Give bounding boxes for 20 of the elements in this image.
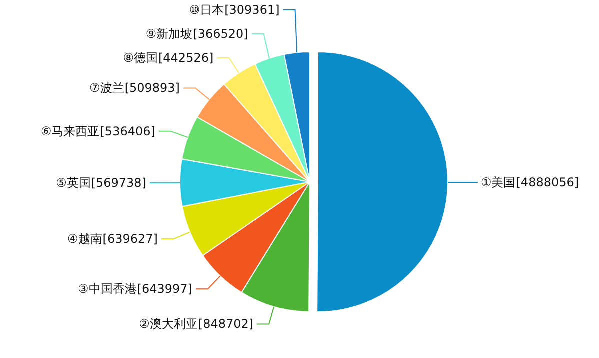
slice-label: ③中国香港 xyxy=(78,282,137,296)
slice-label: ①美国 xyxy=(481,176,516,190)
data-label: [442526] xyxy=(158,51,214,66)
data-label: [536406] xyxy=(100,124,156,138)
data-label: [643997] xyxy=(137,282,192,296)
data-label: [569738] xyxy=(91,176,147,190)
data-label: [309361] xyxy=(224,3,280,18)
data-label: [639627] xyxy=(102,232,158,246)
slice-label: ⑧德国 xyxy=(123,51,158,66)
slice-label: ⑥马来西亚 xyxy=(40,124,100,138)
slice-label: ⑦波兰 xyxy=(90,81,124,96)
slice-label: ⑤英国 xyxy=(56,176,91,190)
slice-label: ⑩日本 xyxy=(189,3,224,18)
slice-label: ⑨新加坡 xyxy=(146,27,193,42)
slice-label: ②澳大利亚 xyxy=(139,317,198,332)
data-label: [848702] xyxy=(198,317,254,332)
slice-label: ④越南 xyxy=(68,232,102,246)
data-label: [4888056] xyxy=(516,176,580,190)
data-label: [509893] xyxy=(124,81,180,96)
data-label: [366520] xyxy=(193,27,248,42)
